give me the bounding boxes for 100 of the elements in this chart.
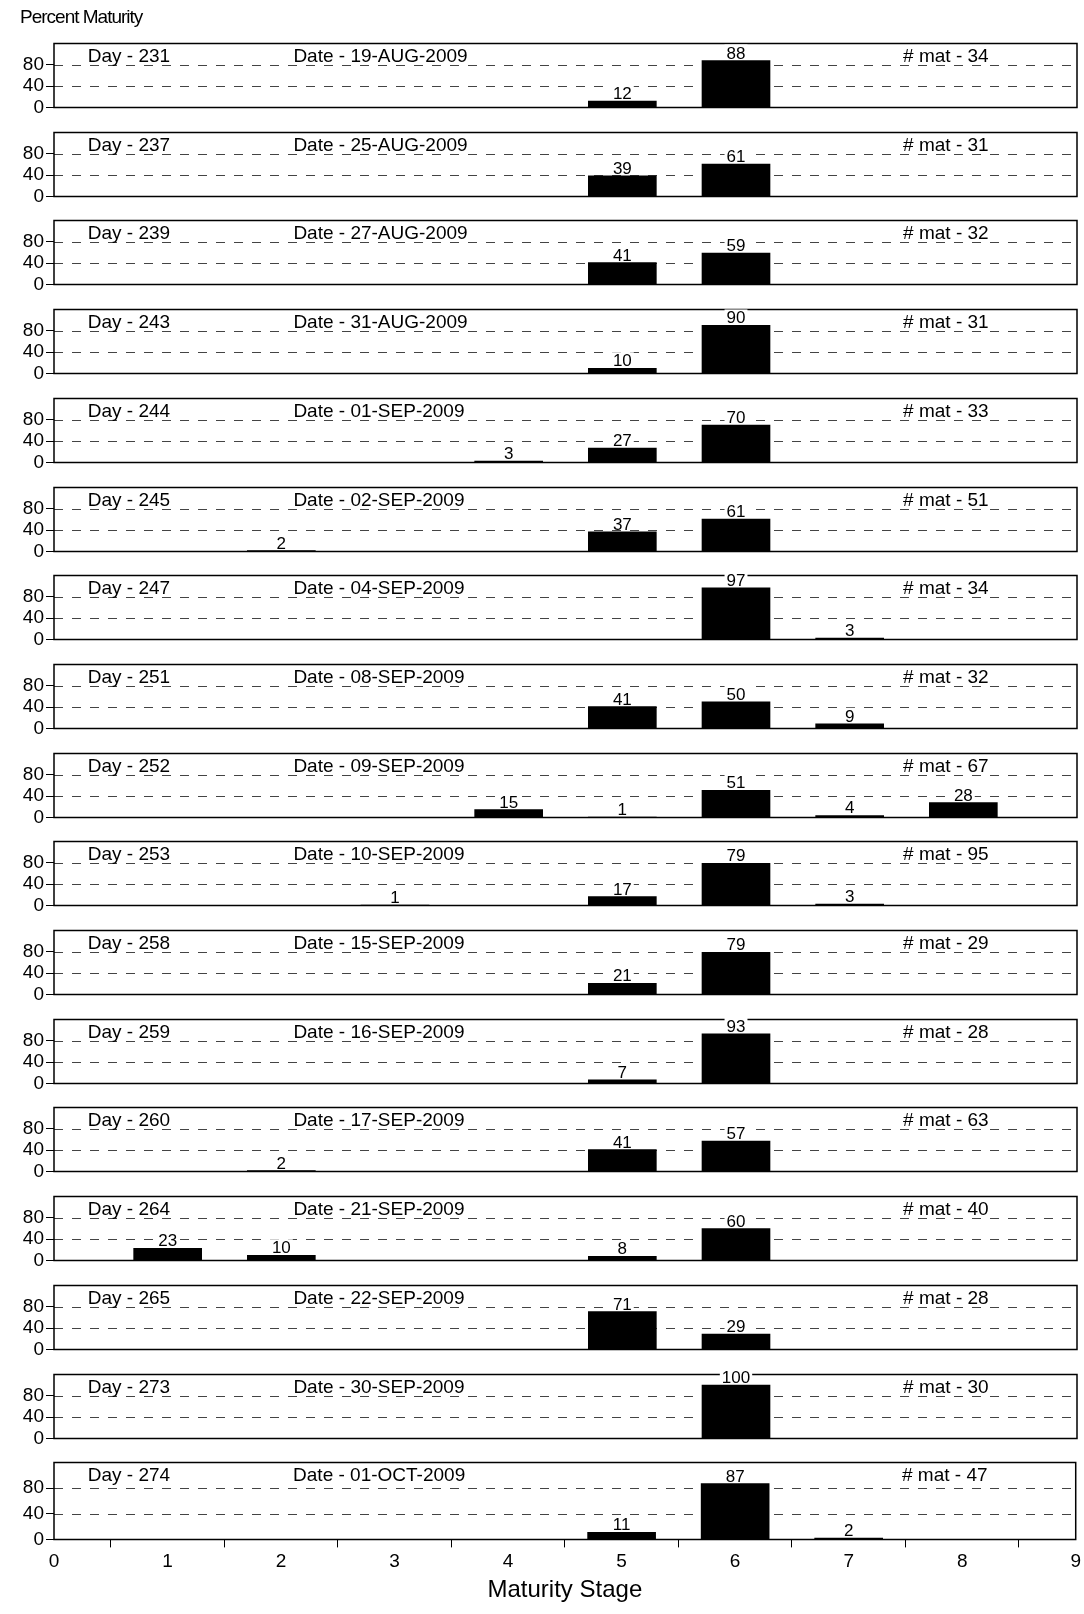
data-label: 60: [726, 1211, 746, 1231]
y-tick-label: 80: [22, 851, 44, 873]
y-tick-label: 80: [22, 53, 44, 75]
y-tick-label: 40: [22, 961, 44, 983]
data-label: 100: [721, 1367, 751, 1387]
y-tick-label: 40: [22, 872, 44, 894]
annotation: Day - 239: [87, 222, 171, 244]
data-label: 2: [843, 1521, 854, 1541]
y-tick-label: 80: [22, 496, 44, 518]
annotation: Day - 273: [87, 1375, 171, 1397]
y-tick-label: 0: [33, 450, 44, 472]
annotation: Day - 251: [87, 666, 171, 688]
annotation: Day - 231: [87, 45, 171, 67]
data-label: 97: [726, 570, 746, 590]
annotation: Day - 264: [87, 1198, 171, 1220]
annotation: # mat - 30: [903, 1375, 989, 1397]
y-tick-label: 80: [22, 407, 44, 429]
y-tick-label: 40: [22, 1050, 44, 1072]
annotation: # mat - 31: [903, 134, 989, 156]
data-label: 28: [953, 785, 973, 805]
data-label: 87: [725, 1466, 745, 1486]
x-tick-label: 5: [616, 1550, 627, 1572]
y-tick-label: 40: [22, 1227, 44, 1249]
annotation: # mat - 51: [903, 488, 989, 510]
y-tick-label: 40: [22, 429, 44, 451]
y-tick-label: 80: [22, 673, 44, 695]
annotation: Date - 30-SEP-2009: [293, 1375, 465, 1397]
data-label: 71: [612, 1294, 632, 1314]
annotation: # mat - 40: [903, 1198, 989, 1220]
data-label: 8: [617, 1239, 628, 1259]
annotation: Date - 15-SEP-2009: [293, 932, 465, 954]
y-tick-label: 40: [22, 695, 44, 717]
y-tick-label: 0: [33, 1337, 44, 1359]
annotation: Day - 259: [87, 1021, 171, 1043]
y-tick-label: 0: [33, 805, 44, 827]
annotation: Date - 21-SEP-2009: [293, 1198, 465, 1220]
y-tick-label: 40: [22, 1404, 44, 1426]
y-tick-label: 0: [33, 1527, 44, 1549]
y-tick-label: 40: [22, 1502, 44, 1524]
annotation: Day - 244: [87, 400, 171, 422]
x-tick-label: 2: [275, 1550, 287, 1572]
annotation: Date - 31-AUG-2009: [293, 311, 468, 333]
data-label: 11: [612, 1515, 631, 1535]
data-label: 61: [726, 146, 746, 166]
y-tick-label: 80: [22, 319, 44, 341]
annotation: # mat - 33: [903, 400, 989, 422]
y-tick-label: 80: [22, 1383, 44, 1405]
y-tick-label: 80: [22, 1028, 44, 1050]
annotation: # mat - 47: [902, 1464, 988, 1486]
annotation: Day - 252: [87, 754, 171, 776]
annotation: # mat - 28: [903, 1287, 989, 1309]
data-label: 1: [390, 888, 400, 908]
x-tick-label: 9: [1070, 1550, 1082, 1572]
data-label: 2: [276, 1153, 287, 1173]
y-tick-label: 0: [33, 628, 44, 650]
data-label: 10: [271, 1238, 291, 1258]
data-label: 9: [844, 706, 855, 726]
annotation: Day - 265: [87, 1287, 171, 1309]
annotation: Day - 245: [87, 488, 171, 510]
annotation: Date - 10-SEP-2009: [293, 843, 465, 865]
annotation: Date - 17-SEP-2009: [293, 1109, 465, 1131]
annotation: Date - 01-SEP-2009: [293, 400, 465, 422]
annotation: Day - 258: [87, 932, 171, 954]
y-tick-label: 0: [33, 273, 44, 295]
x-tick-label: 0: [48, 1550, 60, 1572]
data-label: 12: [612, 84, 632, 104]
annotation: Day - 253: [87, 843, 171, 865]
y-tick-label: 80: [22, 585, 44, 607]
y-tick-label: 0: [33, 95, 44, 117]
data-label: 23: [158, 1231, 178, 1251]
y-tick-label: 0: [33, 1426, 44, 1448]
y-tick-label: 40: [22, 340, 44, 362]
y-tick-label: 0: [33, 716, 44, 738]
y-tick-label: 40: [22, 784, 44, 806]
x-tick-label: 7: [843, 1550, 854, 1572]
annotation: Day - 247: [87, 577, 171, 599]
y-tick-label: 80: [22, 141, 44, 163]
annotation: # mat - 34: [903, 45, 990, 67]
annotation: Day - 243: [87, 311, 171, 333]
annotation: # mat - 32: [903, 666, 989, 688]
data-label: 3: [503, 443, 514, 463]
annotation: # mat - 63: [903, 1109, 989, 1131]
x-tick-label: 8: [956, 1550, 968, 1572]
y-tick-label: 40: [22, 251, 44, 273]
data-label: 50: [726, 684, 746, 704]
annotation: # mat - 29: [903, 932, 989, 954]
data-label: 39: [612, 158, 632, 178]
annotation: Date - 04-SEP-2009: [293, 577, 465, 599]
data-label: 59: [726, 236, 746, 256]
data-label: 1: [617, 799, 628, 819]
data-label: 93: [726, 1016, 746, 1036]
x-tick-label: 3: [389, 1550, 400, 1572]
y-tick-label: 0: [33, 1071, 44, 1093]
data-label: 79: [726, 935, 746, 955]
annotation: # mat - 32: [903, 222, 989, 244]
annotation: Date - 19-AUG-2009: [293, 45, 468, 67]
data-label: 57: [726, 1124, 746, 1144]
y-tick-label: 80: [22, 1294, 44, 1316]
data-label: 41: [612, 246, 632, 266]
y-tick-label: 40: [22, 163, 44, 185]
